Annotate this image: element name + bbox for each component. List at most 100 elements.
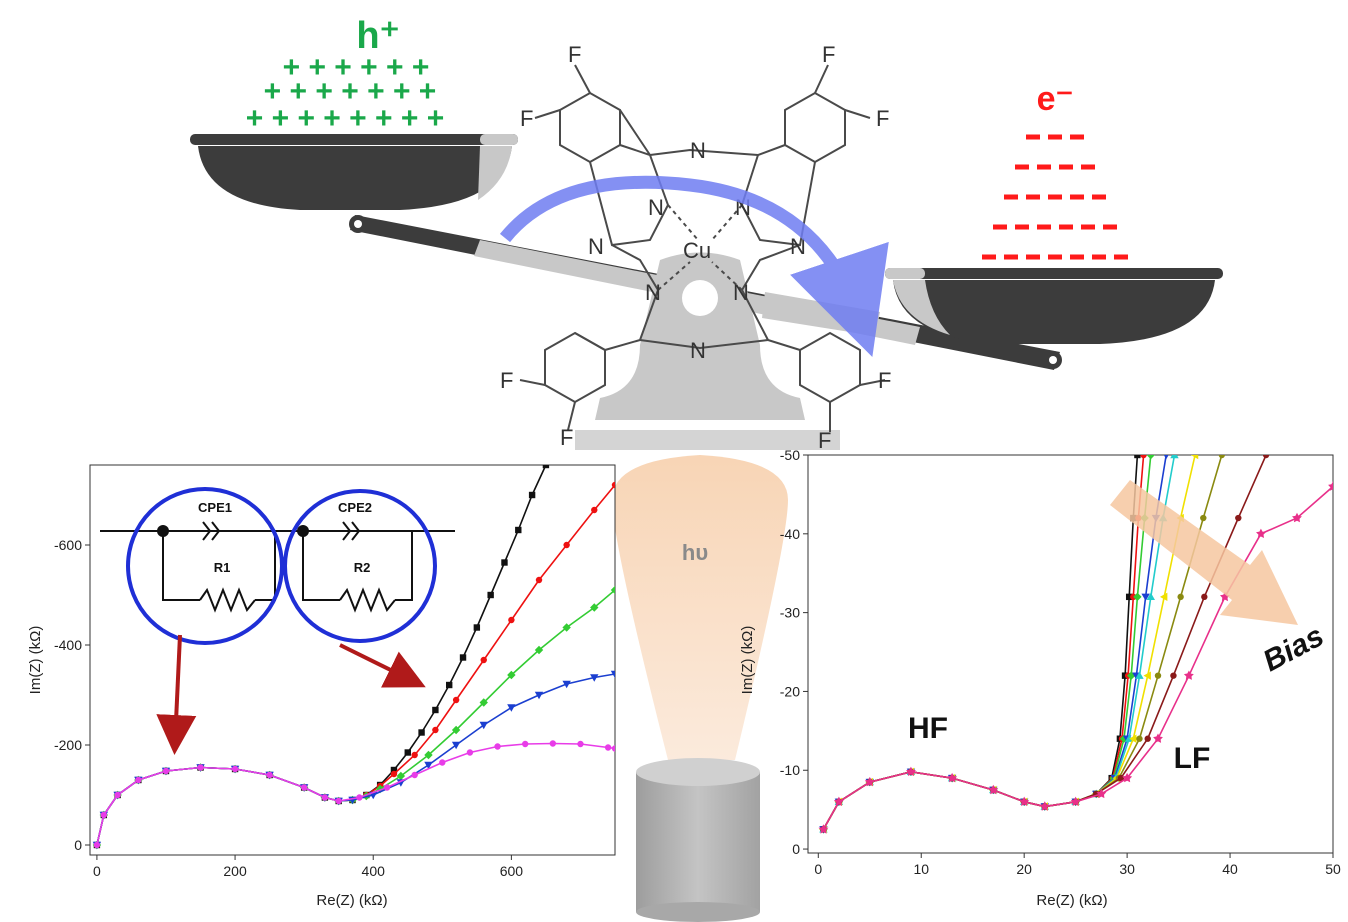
data-point: [591, 506, 598, 514]
r2-label: R2: [354, 560, 371, 575]
data-point: [135, 776, 142, 784]
data-point: [1183, 670, 1194, 680]
fluorine-atom: F: [568, 42, 581, 67]
data-point: [577, 740, 584, 748]
series-line: [96, 742, 615, 846]
electrons-label: e⁻: [1037, 80, 1074, 118]
plus-row: + + + + + + +: [264, 75, 437, 108]
data-point: [1153, 733, 1163, 743]
cpe1-label: CPE1: [198, 500, 232, 515]
data-point: [563, 541, 570, 549]
data-point: [197, 764, 204, 771]
data-point: [1019, 796, 1030, 806]
data-point: [1136, 735, 1143, 742]
data-point: [521, 740, 529, 748]
nitrogen-atom: N: [733, 280, 749, 305]
data-point: [549, 740, 557, 747]
benzene-ring: [799, 331, 861, 404]
lamp-cylinder: [636, 772, 760, 912]
data-point: [1292, 512, 1302, 523]
balance-stand: [595, 252, 805, 420]
y-tick-label: -30: [780, 605, 800, 621]
data-point: [501, 559, 508, 566]
nitrogen-atom: N: [690, 338, 706, 363]
x-tick-label: 50: [1325, 861, 1341, 877]
data-point: [590, 603, 599, 612]
data-point: [604, 744, 612, 751]
data-point: [562, 680, 571, 689]
left-pan-rim: [190, 134, 518, 145]
y-tick-label: -200: [54, 737, 82, 753]
data-point: [396, 771, 406, 781]
cpe2-label: CPE2: [338, 500, 372, 515]
data-point: [335, 797, 342, 805]
nyquist-plot-right: 0 10 20 30 40 50 0 -10 -20 -30 -40 -50 Re(Z) (kΩ) I…: [739, 447, 1341, 909]
data-point: [1133, 592, 1142, 602]
copper-atom: Cu: [683, 238, 711, 263]
data-point: [1177, 593, 1184, 601]
data-point: [383, 784, 391, 791]
data-point: [534, 691, 544, 700]
fluorine-atom: F: [520, 106, 533, 131]
data-point: [1129, 734, 1137, 743]
data-point: [818, 824, 829, 834]
data-point: [114, 791, 121, 799]
data-point: [1127, 671, 1136, 680]
y-axis-label: Im(Z) (kΩ): [27, 626, 44, 695]
data-point: [1159, 592, 1168, 602]
fluorine-atom: F: [876, 106, 889, 131]
y-tick-label: -50: [780, 447, 800, 463]
data-point: [507, 670, 516, 680]
balance-base: [575, 430, 840, 450]
data-point: [1200, 514, 1207, 522]
plus-row: + + + + + +: [283, 51, 430, 84]
molecule-atoms: F F F F F F F F N N N N N N N N Cu: [500, 42, 891, 453]
photon-label: hυ: [682, 540, 708, 565]
resistor-r2: [339, 587, 396, 613]
data-point: [1201, 593, 1208, 601]
light-source: hυ: [612, 455, 788, 922]
fluorine-atom: F: [822, 42, 835, 67]
data-point: [535, 576, 543, 584]
data-point: [451, 725, 461, 735]
right-pan-rim: [885, 268, 1223, 279]
data-point: [1170, 455, 1179, 459]
data-point: [466, 749, 474, 756]
data-point: [390, 770, 398, 778]
x-tick-label: 10: [913, 861, 929, 877]
y-tick-label: 0: [74, 837, 82, 853]
data-point: [1218, 455, 1226, 459]
data-point: [473, 624, 481, 631]
data-point: [988, 784, 999, 795]
fluorine-atom: F: [818, 428, 831, 453]
data-point: [1039, 801, 1050, 811]
data-point: [508, 616, 515, 624]
benzene-ring: [784, 91, 846, 164]
holes-pile: h⁺ + + + + + + + + + + + + + + + + + + +…: [246, 15, 445, 135]
data-point: [833, 796, 844, 806]
data-point: [494, 743, 501, 750]
y-tick-label: -400: [54, 637, 82, 653]
data-point: [356, 794, 363, 801]
data-point: [432, 706, 439, 714]
lf-label: LF: [1174, 742, 1211, 775]
data-point: [610, 670, 615, 679]
y-tick-label: -40: [780, 526, 800, 542]
data-point: [1146, 592, 1155, 601]
x-tick-label: 40: [1222, 861, 1238, 877]
data-point: [1220, 591, 1230, 602]
plus-row: + + + + + + + +: [246, 102, 445, 135]
data-point: [1328, 481, 1333, 491]
x-tick-label: 30: [1119, 861, 1135, 877]
y-tick-label: -10: [780, 762, 800, 778]
data-point: [1262, 455, 1270, 459]
data-point: [1122, 772, 1133, 783]
hf-label: HF: [908, 712, 948, 745]
x-tick-label: 600: [500, 863, 524, 879]
y-tick-label: 0: [792, 841, 800, 857]
arrow-to-tail: [339, 643, 426, 688]
data-point: [93, 841, 101, 849]
y-tick-label: -600: [54, 537, 82, 553]
data-point: [1125, 593, 1133, 601]
